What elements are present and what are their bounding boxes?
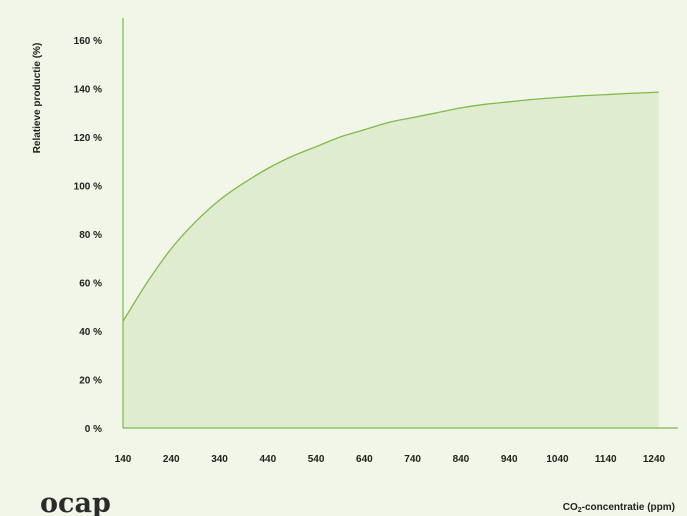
ocap-logo: ocap — [40, 488, 111, 516]
x-tick-labels: 140 240 340 440 540 640 740 840 940 1040 1140 1240 — [115, 454, 666, 465]
y-tick-label: 20 % — [79, 376, 102, 387]
y-tick-label: 100 % — [74, 182, 102, 193]
y-tick-label: 120 % — [74, 133, 102, 144]
x-tick-label: 940 — [501, 454, 518, 465]
series-area-fill — [123, 92, 659, 428]
y-tick-labels: 0 % 20 % 40 % 60 % 80 % 100 % 120 % 140 % 160 % — [74, 36, 102, 435]
y-tick-label: 140 % — [74, 85, 102, 96]
x-tick-label: 1140 — [595, 454, 617, 465]
x-tick-label: 240 — [163, 454, 180, 465]
x-tick-label: 540 — [308, 454, 325, 465]
x-tick-label: 140 — [115, 454, 132, 465]
x-tick-label: 840 — [453, 454, 470, 465]
x-tick-label: 340 — [211, 454, 228, 465]
series-line — [122, 91, 659, 322]
y-axis-title: Relatieve productie (%) — [32, 43, 43, 154]
y-tick-label: 60 % — [79, 279, 102, 290]
y-tick-label: 80 % — [79, 230, 102, 241]
x-tick-label: 1240 — [643, 454, 666, 465]
x-tick-label: 740 — [404, 454, 421, 465]
x-axis-title: CO2-concentratie (ppm) — [563, 502, 675, 514]
x-tick-label: 1040 — [546, 454, 569, 465]
y-tick-label: 40 % — [79, 327, 102, 338]
x-tick-label: 440 — [259, 454, 276, 465]
x-tick-label: 640 — [356, 454, 373, 465]
y-tick-label: 0 % — [85, 424, 102, 435]
y-tick-label: 160 % — [74, 36, 102, 47]
